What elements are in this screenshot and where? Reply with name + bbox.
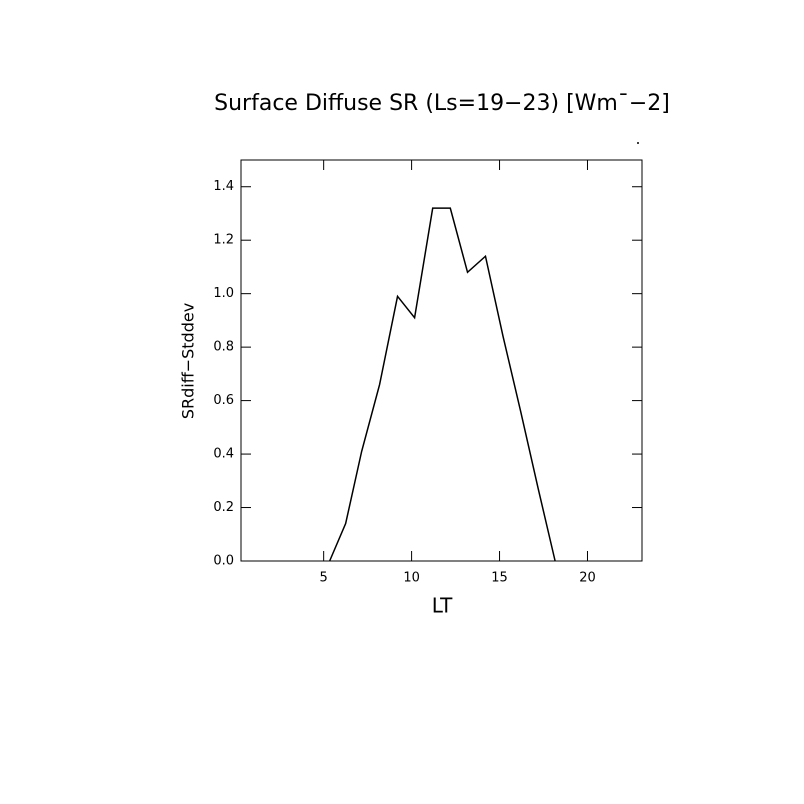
data-line	[328, 207, 556, 562]
y-tick-label: 1.0	[213, 286, 234, 301]
x-tick-label: 10	[403, 571, 420, 586]
chart-title: Surface Diffuse SR (Ls=19−23) [Wm¯−2]	[214, 91, 670, 116]
y-tick-label: 0.4	[213, 447, 234, 462]
y-axis-label: SRdiff−Stddev	[179, 303, 198, 419]
x-tick-label: 5	[320, 571, 328, 586]
y-tick-label: 0.2	[213, 500, 234, 515]
y-tick-label: 1.4	[213, 179, 234, 194]
y-tick-label: 0.0	[213, 554, 234, 569]
x-axis-label: LT	[432, 594, 453, 618]
y-tick-label: 1.2	[213, 233, 234, 248]
y-tick-label: 0.6	[213, 393, 234, 408]
plot-frame	[240, 159, 643, 562]
x-tick-label: 20	[579, 571, 596, 586]
dot	[637, 142, 639, 144]
x-tick-label: 15	[491, 571, 508, 586]
y-tick-label: 0.8	[213, 340, 234, 355]
